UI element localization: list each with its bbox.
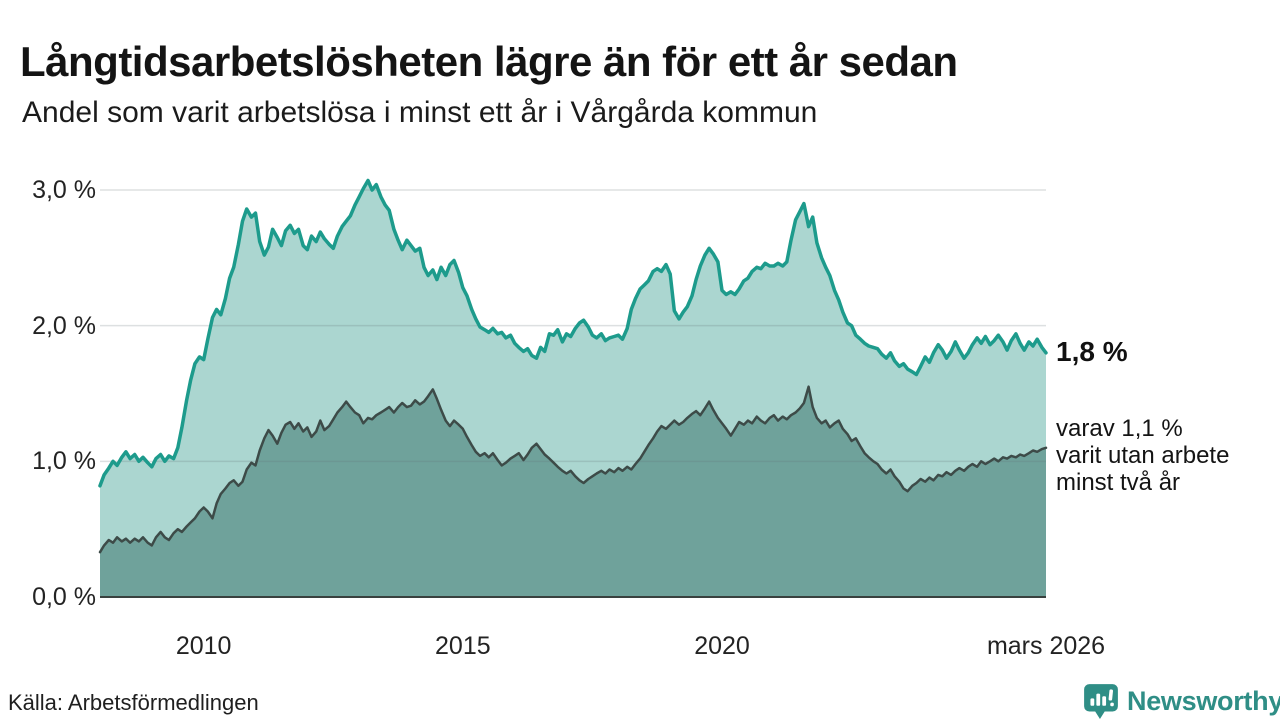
newsworthy-logo[interactable]: Newsworthy	[1082, 682, 1280, 720]
x-tick-label: 2015	[435, 632, 491, 660]
annotation-line: varit utan arbete	[1056, 442, 1230, 469]
series-end-label-two-years: varav 1,1 % varit utan arbete minst två år	[1056, 415, 1280, 496]
annotation-line: minst två år	[1056, 469, 1181, 496]
y-tick-label: 3,0 %	[32, 176, 96, 204]
page-title: Långtidsarbetslösheten lägre än för ett …	[20, 38, 958, 86]
x-tick-label: 2010	[175, 632, 232, 660]
series-line-1	[98, 385, 1048, 554]
annotation-line: varav 1,1 %	[1056, 415, 1183, 442]
x-tick-label: mars 2026	[986, 632, 1106, 660]
y-tick-label: 2,0 %	[32, 311, 96, 340]
x-tick-label: 2020	[694, 632, 750, 660]
series-area-1	[100, 386, 1046, 597]
y-tick-label: 0,0 %	[32, 583, 96, 611]
y-tick-label: 1,0 %	[32, 447, 96, 476]
series-line-0	[98, 178, 1048, 488]
source-credit: Källa: Arbetsförmedlingen	[8, 690, 259, 715]
series-end-label-total: 1,8 %	[1056, 336, 1128, 367]
chart-subtitle: Andel som varit arbetslösa i minst ett å…	[22, 96, 818, 129]
newsworthy-logo-text: Newsworthy	[1127, 685, 1280, 716]
newsworthy-speech-bubble-bar-chart-icon	[1082, 682, 1120, 720]
